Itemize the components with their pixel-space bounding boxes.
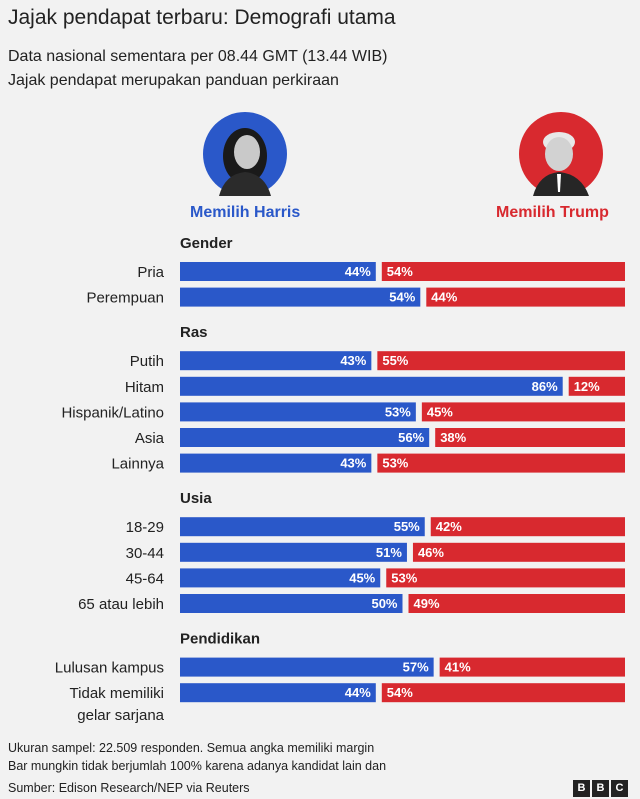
chart-title: Jajak pendapat terbaru: Demografi utama — [8, 6, 396, 29]
harris-bar — [180, 594, 403, 613]
trump-bar — [377, 453, 625, 473]
trump-bar — [426, 287, 625, 307]
trump-bar — [381, 262, 625, 281]
footnote-rounding: Bar mungkin tidak berjumlah 100% karena … — [8, 759, 387, 773]
section-title: Pendidikan — [180, 631, 260, 648]
trump-value-label: 55% — [382, 353, 408, 368]
category-label: Perempuan — [86, 290, 164, 307]
category-label: 30-44 — [126, 545, 164, 562]
harris-bar — [180, 402, 416, 422]
harris-value-label: 43% — [340, 456, 366, 471]
trump-value-label: 53% — [391, 570, 417, 585]
harris-bar — [180, 517, 425, 537]
category-label: 65 atau lebih — [78, 596, 164, 613]
harris-value-label: 54% — [389, 290, 415, 305]
trump-series-label: Memilih Trump — [496, 204, 609, 221]
section-title: Usia — [180, 490, 212, 507]
section-title: Gender — [180, 235, 233, 252]
trump-bar — [408, 594, 625, 613]
trump-bar — [435, 428, 625, 447]
category-label: Putih — [130, 353, 164, 370]
trump-bar — [386, 568, 625, 588]
chart-subtitle-note: Jajak pendapat merupakan panduan perkira… — [8, 72, 339, 89]
harris-bar — [180, 683, 376, 703]
harris-value-label: 86% — [532, 379, 558, 394]
trump-value-label: 54% — [387, 264, 413, 279]
harris-bar — [180, 657, 434, 677]
harris-bar — [180, 376, 563, 396]
trump-bar — [381, 683, 625, 703]
trump-value-label: 54% — [387, 685, 413, 700]
category-label: Pria — [137, 264, 164, 281]
harris-value-label: 44% — [345, 264, 371, 279]
category-label: Tidak memiliki — [70, 685, 164, 702]
chart-subtitle-time: Data nasional sementara per 08.44 GMT (1… — [8, 48, 388, 65]
category-label: 45-64 — [126, 570, 164, 587]
category-label: Hitam — [125, 379, 164, 396]
trump-bar — [377, 351, 625, 371]
category-label: Lainnya — [111, 456, 164, 473]
bbc-logo: B B C — [573, 780, 628, 797]
trump-value-label: 44% — [431, 290, 457, 305]
harris-bar — [180, 542, 407, 562]
harris-portrait — [203, 112, 287, 196]
trump-portrait — [519, 112, 603, 196]
category-label: gelar sarjana — [77, 707, 164, 724]
harris-series-label: Memilih Harris — [190, 204, 301, 221]
trump-bar — [430, 517, 625, 537]
harris-bar — [180, 287, 421, 307]
section-title: Ras — [180, 324, 208, 341]
trump-value-label: 45% — [427, 404, 453, 419]
trump-value-label: 38% — [440, 430, 466, 445]
diverging-bar-chart: Gender 44% 54% Pria 54% 44% Perempuan Ras 43% 55%… — [55, 235, 625, 724]
trump-value-label: 41% — [445, 660, 471, 675]
harris-value-label: 43% — [340, 353, 366, 368]
bbc-logo-letter: B — [592, 780, 609, 797]
harris-value-label: 55% — [394, 519, 420, 534]
bbc-logo-letter: C — [611, 780, 628, 797]
trump-bar — [421, 402, 625, 422]
harris-bar — [180, 351, 372, 371]
trump-bar — [439, 657, 625, 677]
harris-value-label: 51% — [376, 545, 402, 560]
trump-bar — [568, 376, 625, 396]
category-label: 18-29 — [126, 519, 164, 536]
harris-bar — [180, 568, 381, 588]
trump-value-label: 46% — [418, 545, 444, 560]
harris-bar — [180, 262, 376, 281]
harris-bar — [180, 453, 372, 473]
trump-value-label: 42% — [436, 519, 462, 534]
trump-bar — [412, 542, 625, 562]
trump-value-label: 53% — [382, 456, 408, 471]
harris-value-label: 53% — [385, 404, 411, 419]
category-label: Lulusan kampus — [55, 660, 164, 677]
harris-value-label: 57% — [403, 660, 429, 675]
bbc-logo-letter: B — [573, 780, 590, 797]
category-label: Hispanik/Latino — [61, 404, 164, 421]
source-note: Sumber: Edison Research/NEP via Reuters — [8, 781, 250, 795]
harris-value-label: 45% — [349, 570, 375, 585]
trump-value-label: 49% — [414, 596, 440, 611]
harris-value-label: 50% — [371, 596, 397, 611]
harris-value-label: 44% — [345, 685, 371, 700]
harris-bar — [180, 428, 430, 447]
category-label: Asia — [135, 430, 165, 447]
harris-value-label: 56% — [398, 430, 424, 445]
trump-value-label: 12% — [574, 379, 600, 394]
footnote-sample: Ukuran sampel: 22.509 responden. Semua a… — [8, 741, 375, 755]
